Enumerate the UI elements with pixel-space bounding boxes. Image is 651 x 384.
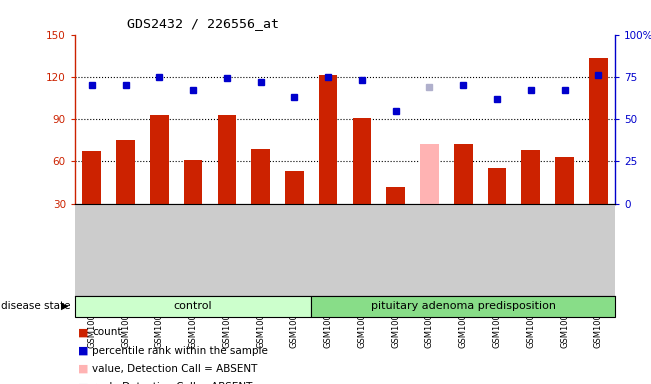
Bar	[117, 140, 135, 246]
Text: GDS2432 / 226556_at: GDS2432 / 226556_at	[127, 17, 279, 30]
Bar	[311, 296, 615, 317]
Bar	[150, 115, 169, 246]
Bar	[319, 75, 337, 246]
Text: rank, Detection Call = ABSENT: rank, Detection Call = ABSENT	[92, 382, 253, 384]
Bar	[184, 160, 202, 246]
Bar	[555, 157, 574, 246]
Text: count: count	[92, 327, 122, 337]
Bar	[217, 115, 236, 246]
Text: ▶: ▶	[61, 301, 68, 311]
Text: ■: ■	[78, 327, 89, 337]
Bar	[75, 296, 311, 317]
Text: disease state: disease state	[1, 301, 70, 311]
Bar	[285, 171, 303, 246]
Bar	[488, 168, 506, 246]
Bar	[420, 144, 439, 246]
Text: ■: ■	[78, 364, 89, 374]
Bar	[454, 144, 473, 246]
Bar	[83, 151, 101, 246]
Bar	[387, 187, 405, 246]
Bar	[589, 58, 607, 246]
Bar	[353, 118, 371, 246]
Text: percentile rank within the sample: percentile rank within the sample	[92, 346, 268, 356]
Bar	[521, 150, 540, 246]
Bar	[251, 149, 270, 246]
Text: pituitary adenoma predisposition: pituitary adenoma predisposition	[370, 301, 556, 311]
Text: value, Detection Call = ABSENT: value, Detection Call = ABSENT	[92, 364, 258, 374]
Text: control: control	[174, 301, 212, 311]
Text: ■: ■	[78, 346, 89, 356]
Text: ■: ■	[78, 382, 89, 384]
